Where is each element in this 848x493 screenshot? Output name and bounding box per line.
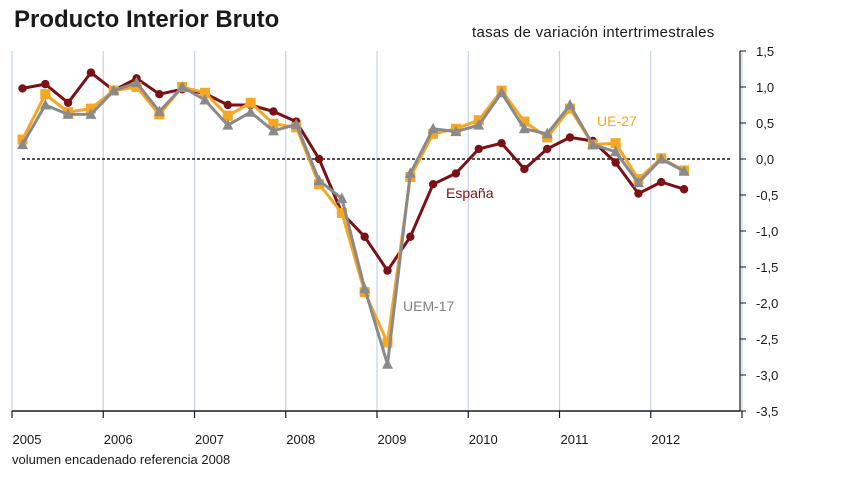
- data-point: [474, 144, 483, 154]
- series-label-espana: España: [446, 185, 494, 201]
- series-group: [17, 68, 690, 369]
- axes: [12, 51, 741, 412]
- data-point: [336, 208, 347, 218]
- x-axis-tick-labels: 2005 2006 2007 2008 2009 2010 2011 2012: [11, 411, 743, 447]
- data-point: [313, 174, 325, 186]
- series-line: [21, 85, 685, 345]
- year-gridlines: [11, 51, 743, 411]
- y-tick-label: -0,5: [756, 188, 778, 203]
- y-tick-label: -3,5: [756, 404, 778, 419]
- data-point: [108, 84, 120, 96]
- data-point: [360, 232, 369, 241]
- x-tick-label: 2009: [378, 432, 407, 447]
- data-point: [268, 118, 279, 129]
- data-point: [199, 93, 211, 105]
- data-point: [542, 144, 552, 154]
- data-point: [587, 138, 599, 150]
- series-label-ue27: UE-27: [597, 113, 637, 129]
- data-point: [85, 108, 97, 119]
- data-point: [153, 105, 165, 116]
- data-point: [245, 97, 256, 108]
- x-tick-label: 2006: [104, 432, 133, 447]
- data-point: [632, 176, 644, 188]
- series-ue-27: [17, 82, 690, 348]
- data-point: [269, 107, 278, 116]
- series-label-uem17: UEM-17: [403, 298, 455, 314]
- x-tick-label: 2010: [469, 432, 498, 447]
- data-point: [518, 122, 530, 134]
- data-point: [63, 98, 73, 108]
- y-tick-label: 0,0: [756, 152, 774, 167]
- data-point: [223, 100, 233, 110]
- data-point: [176, 81, 188, 92]
- data-point: [519, 116, 530, 127]
- data-point: [40, 89, 51, 100]
- chart-title: Producto Interior Bruto: [14, 6, 279, 33]
- data-point: [382, 337, 393, 348]
- y-tick-label: 1,5: [756, 44, 774, 59]
- data-point: [657, 177, 666, 187]
- data-point: [62, 108, 74, 119]
- data-point: [520, 164, 529, 174]
- data-point: [611, 158, 620, 167]
- data-point: [451, 169, 461, 178]
- data-point: [245, 106, 257, 117]
- data-point: [222, 110, 233, 121]
- data-point: [450, 125, 462, 137]
- data-point: [428, 128, 439, 139]
- data-point: [86, 68, 96, 77]
- data-point: [428, 180, 438, 189]
- chart-footnote: volumen encadenado referencia 2008: [12, 452, 230, 467]
- data-point: [610, 138, 621, 149]
- y-tick-label: 0,5: [756, 116, 774, 131]
- series-uem-17: [17, 76, 690, 369]
- data-point: [314, 154, 324, 164]
- x-tick-label: 2012: [651, 432, 680, 447]
- y-tick-label: -2,5: [756, 332, 778, 347]
- y-tick-label: -1,5: [756, 260, 778, 275]
- data-point: [679, 185, 689, 194]
- data-point: [496, 86, 508, 98]
- data-point: [155, 90, 164, 99]
- data-point: [267, 124, 279, 136]
- data-point: [541, 127, 553, 139]
- data-point: [41, 79, 50, 89]
- data-point: [473, 119, 485, 130]
- y-tick-label: -3,0: [756, 368, 778, 383]
- x-tick-label: 2007: [195, 432, 224, 447]
- data-point: [406, 232, 415, 241]
- x-tick-label: 2005: [13, 432, 42, 447]
- data-point: [427, 122, 439, 134]
- data-point: [382, 358, 393, 369]
- data-point: [610, 145, 622, 157]
- data-point: [565, 133, 575, 142]
- data-point: [564, 99, 576, 110]
- data-point: [634, 189, 643, 198]
- data-point: [497, 138, 506, 148]
- y-tick-label: -2,0: [756, 296, 778, 311]
- data-point: [336, 192, 348, 204]
- data-point: [39, 99, 51, 110]
- data-point: [678, 165, 690, 176]
- y-tick-label: 1,0: [756, 80, 774, 95]
- data-point: [404, 167, 416, 178]
- chart-subtitle: tasas de variación intertrimestrales: [472, 24, 715, 41]
- x-tick-label: 2011: [561, 432, 589, 447]
- y-tick-label: -1,0: [756, 224, 778, 239]
- y-axis-tick-labels: 1,5 1,0 0,5 0,0 -0,5 -1,0 -1,5 -2,0 -2,5 -3,0 -3,5: [740, 44, 778, 419]
- data-point: [200, 87, 210, 98]
- data-point: [18, 84, 27, 93]
- x-tick-label: 2008: [286, 432, 315, 447]
- data-point: [131, 76, 143, 88]
- data-point: [655, 153, 667, 164]
- data-point: [359, 282, 371, 294]
- data-point: [383, 266, 392, 275]
- data-point: [222, 119, 234, 130]
- data-point: [17, 138, 28, 150]
- data-point: [290, 118, 302, 129]
